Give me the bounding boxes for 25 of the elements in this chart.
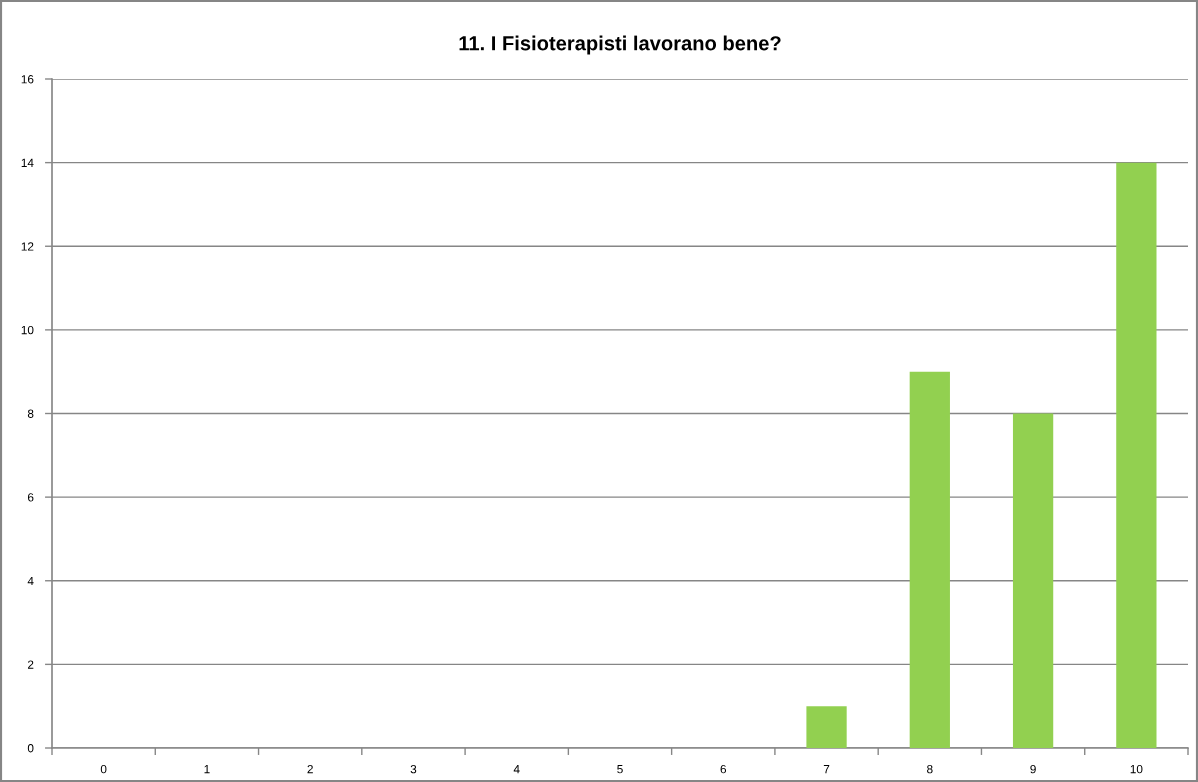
y-tick-label: 2	[27, 660, 34, 669]
x-tick-label: 3	[410, 764, 417, 774]
x-tick-label: 10	[1130, 764, 1143, 774]
x-tick-label: 6	[720, 764, 727, 774]
y-tick-label: 16	[21, 75, 34, 84]
y-tick-label: 6	[27, 493, 34, 502]
y-tick-label: 8	[27, 409, 34, 418]
x-tick-label: 1	[204, 765, 210, 774]
y-tick-label: 0	[27, 744, 34, 753]
y-tick-label: 12	[21, 242, 34, 251]
x-tick-label: 5	[617, 765, 623, 774]
x-tick-label: 8	[927, 764, 933, 774]
x-tick-label: 2	[307, 764, 313, 774]
chart-title: 11. I Fisioterapisti lavorano bene?	[459, 35, 781, 55]
x-tick-label: 7	[823, 765, 830, 774]
y-tick-label: 14	[21, 158, 34, 167]
y-tick-label: 4	[27, 576, 34, 586]
x-tick-label: 4	[513, 765, 520, 774]
y-tick-label: 10	[21, 325, 34, 335]
bar	[1116, 162, 1157, 748]
bar	[806, 706, 847, 748]
x-tick-label: 9	[1030, 764, 1036, 774]
x-tick-label: 0	[100, 764, 107, 774]
bar	[909, 371, 950, 748]
bar	[1012, 413, 1054, 748]
